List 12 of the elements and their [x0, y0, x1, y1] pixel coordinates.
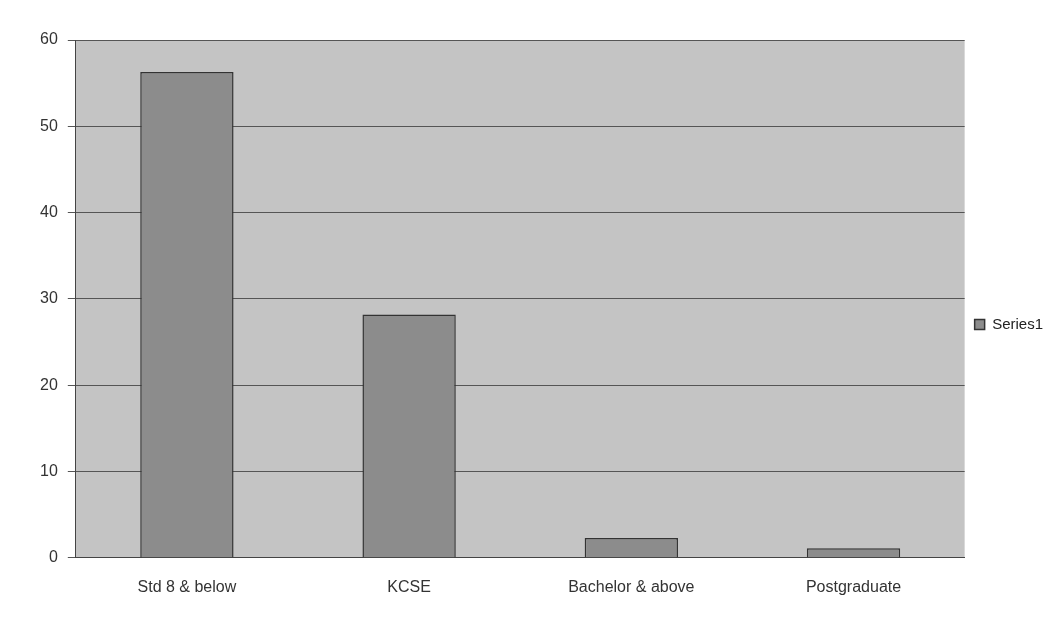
y-tick-label: 40	[40, 203, 58, 221]
x-tick-label: Std 8 & below	[137, 577, 237, 595]
y-tick-label: 50	[40, 116, 58, 134]
y-tick-label: 30	[40, 289, 58, 307]
y-tick-label: 0	[48, 548, 58, 566]
y-tick-label: 10	[40, 461, 58, 479]
x-tick-label: KCSE	[387, 577, 431, 595]
x-tick-label: Bachelor & above	[568, 577, 695, 595]
x-tick-label: Postgraduate	[805, 577, 902, 595]
y-tick-label: 20	[40, 375, 58, 393]
y-tick-label: 60	[40, 30, 58, 48]
legend-label: Series1	[992, 314, 1043, 332]
